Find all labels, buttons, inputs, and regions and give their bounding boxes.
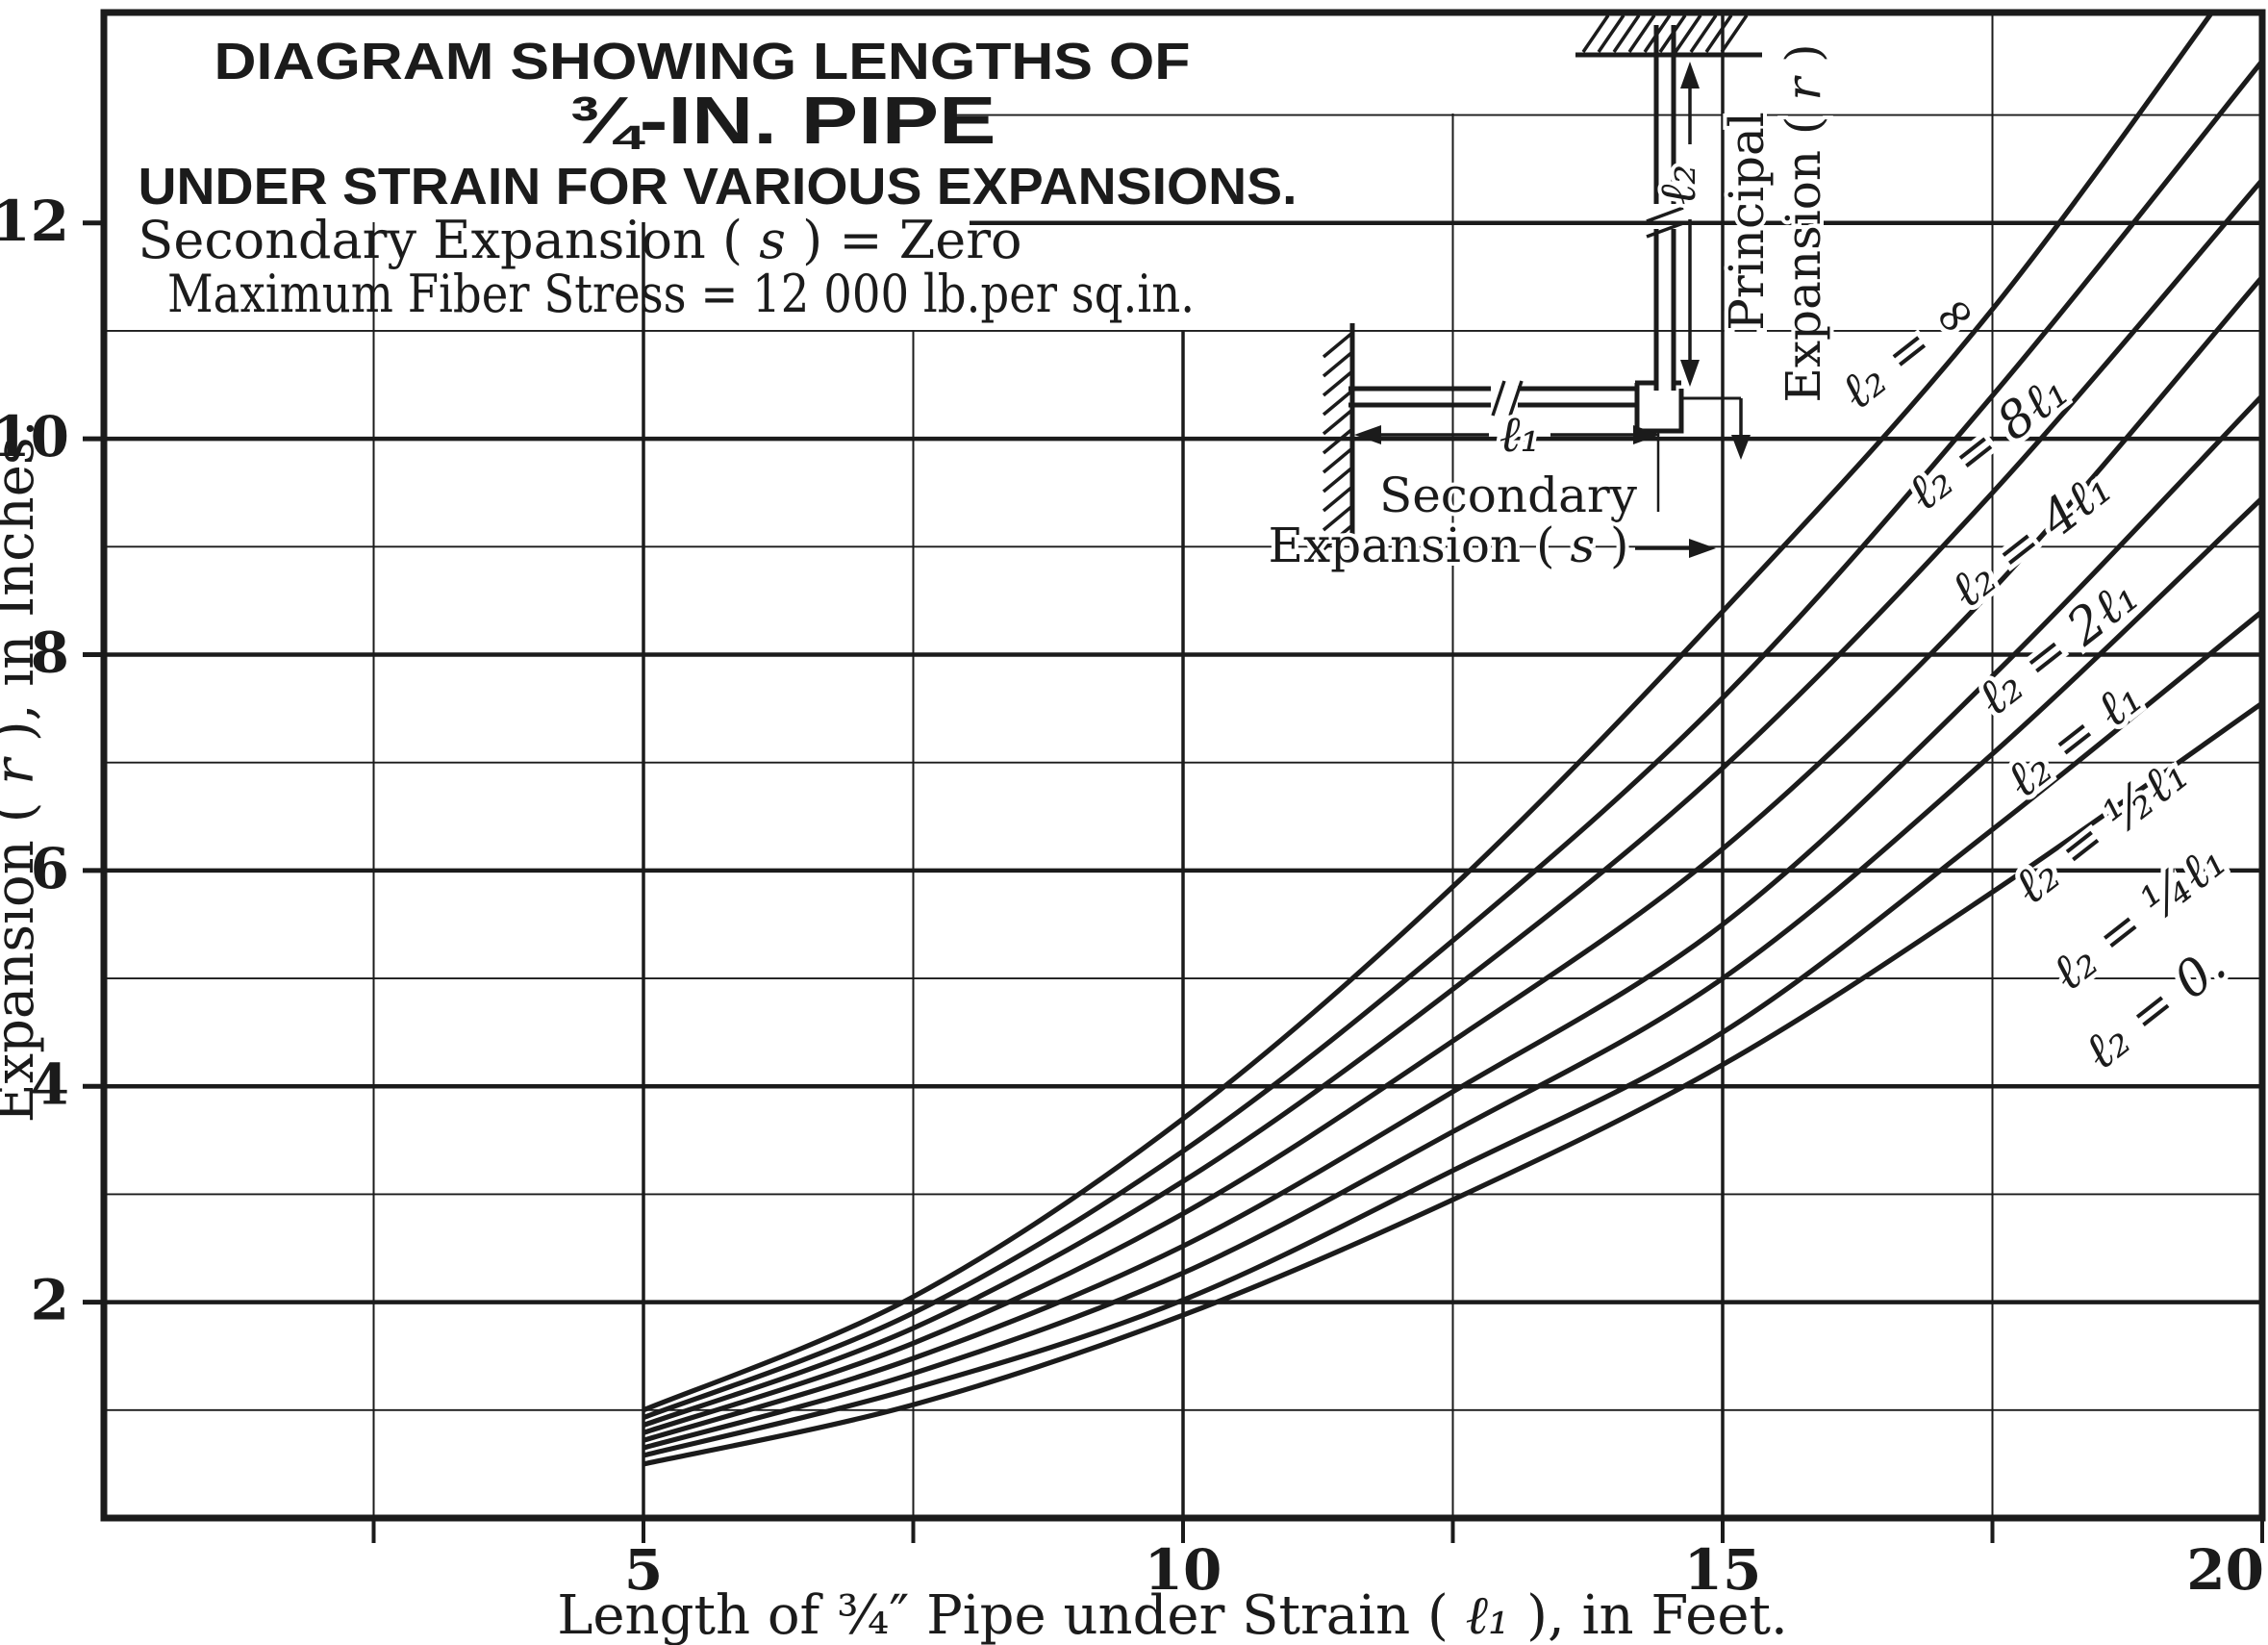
inset-elbow-fitting: [1634, 380, 1684, 434]
title-line-1: DIAGRAM SHOWING LENGTHS OF: [214, 33, 1191, 90]
curve-l2-1-4-l1: [643, 609, 2262, 1458]
inset-l1-arrowhead-left: [1354, 425, 1381, 444]
curve-l2-1-2-l1: [643, 495, 2262, 1451]
inset-l1-arrowhead-right: [1633, 425, 1660, 444]
y-axis-title: Expansion ( r ), in Inches.: [0, 420, 46, 1124]
inset-secondary-arrowhead: [1689, 539, 1716, 558]
inset-ceiling-hatch: [1689, 14, 1718, 53]
inset-principal-arrowhead: [1731, 435, 1751, 460]
inset-ceiling-hatch: [1612, 14, 1641, 53]
y-tick-label-10: 10: [0, 404, 69, 469]
inset-principal-label-line1: Principal: [1719, 112, 1775, 331]
inset-pipe-break: [1508, 380, 1524, 417]
inset-wall-hatch: [1322, 523, 1354, 551]
inset-wall-hatch: [1322, 466, 1354, 494]
inset-wall-hatch: [1322, 427, 1354, 455]
plot-frame: [100, 9, 2266, 1522]
curve-l2-4-l1: [643, 178, 2262, 1428]
inset-wall-hatch: [1322, 408, 1354, 436]
y-tick-label-12: 12: [0, 189, 69, 254]
data-curves: [642, 13, 2262, 1467]
inset-ceiling-hatch: [1674, 14, 1702, 53]
curve-l2-0: [643, 700, 2262, 1467]
title-line-2: ¾-IN. PIPE: [568, 83, 996, 158]
plot-border: [100, 9, 2266, 1522]
inset-principal-label-line2: Expansion ( r ): [1776, 43, 1831, 402]
curve-l2-infinity: [642, 13, 2215, 1413]
title-line-4: Secondary Expansion ( s ) = Zero: [138, 210, 1021, 270]
inset-l2-label: ℓ₂: [1650, 164, 1707, 206]
inset-ceiling-hatch: [1720, 14, 1749, 53]
inset-wall-hatch: [1322, 350, 1354, 378]
inset-pipe-break: [1646, 221, 1684, 239]
y-tick-label-2: 2: [31, 1268, 69, 1333]
axis-titles: Length of ¾″ Pipe under Strain ( ℓ₁ ), i…: [0, 420, 1788, 1645]
inset-wall-hatch: [1322, 446, 1354, 474]
inset-wall-hatch: [1322, 485, 1354, 513]
y-tick-label-4: 4: [31, 1051, 69, 1117]
inset-l2-arrowhead-bottom: [1680, 360, 1700, 387]
inset-pipe-sketch: ℓ₁ ℓ₂ Principal Expansion ( r ) SecondaryExp…: [1264, 14, 1835, 577]
x-tick-label-20: 20: [2186, 1537, 2264, 1603]
inset-wall-hatch: [1322, 331, 1354, 359]
inset-wall-hatch: [1322, 504, 1354, 532]
inset-pipe-break: [1646, 206, 1684, 223]
x-tick-label-10: 10: [1145, 1537, 1222, 1603]
inset-l2-arrowhead-top: [1680, 62, 1700, 89]
x-axis-title: Length of ¾″ Pipe under Strain ( ℓ₁ ), i…: [557, 1584, 1788, 1645]
inset-ceiling-hatch: [1704, 14, 1733, 53]
curve-l2-2-l1: [643, 275, 2262, 1435]
curve-l2-8-l1: [643, 59, 2262, 1421]
y-tick-label-6: 6: [31, 836, 69, 901]
x-tick-label-5: 5: [624, 1537, 663, 1603]
title-block: DIAGRAM SHOWING LENGTHS OF ¾-IN. PIPE UN…: [138, 33, 1297, 324]
title-line-3: UNDER STRAIN FOR VARIOUS EXPANSIONS.: [139, 158, 1298, 215]
inset-secondary-label-line2: Expansion ( s ): [1268, 518, 1628, 573]
inset-ceiling-hatch: [1627, 14, 1656, 53]
curve-label-l2-infinity: ℓ₂ = ∞: [1829, 280, 1988, 421]
title-line-5: Maximum Fiber Stress = 12 000 lb.per sq.…: [167, 264, 1195, 324]
x-tick-label-15: 15: [1684, 1537, 1762, 1603]
inset-l1-label: ℓ₁: [1499, 406, 1541, 464]
y-tick-label-8: 8: [31, 620, 69, 686]
inset-ceiling-hatch: [1581, 14, 1610, 53]
inset-ceiling-hatch: [1597, 14, 1625, 53]
curve-l2-l1: [643, 393, 2262, 1443]
inset-secondary-label-line1: Secondary: [1379, 468, 1638, 523]
inset-pipe-break: [1491, 380, 1506, 417]
axis-ticks-and-labels: 2 4 6 8 10 12 5 10 15 20: [0, 189, 2264, 1603]
grid-lines: [104, 13, 2262, 1518]
inset-wall-hatch: [1322, 369, 1354, 397]
inset-wall-hatch: [1322, 389, 1354, 417]
